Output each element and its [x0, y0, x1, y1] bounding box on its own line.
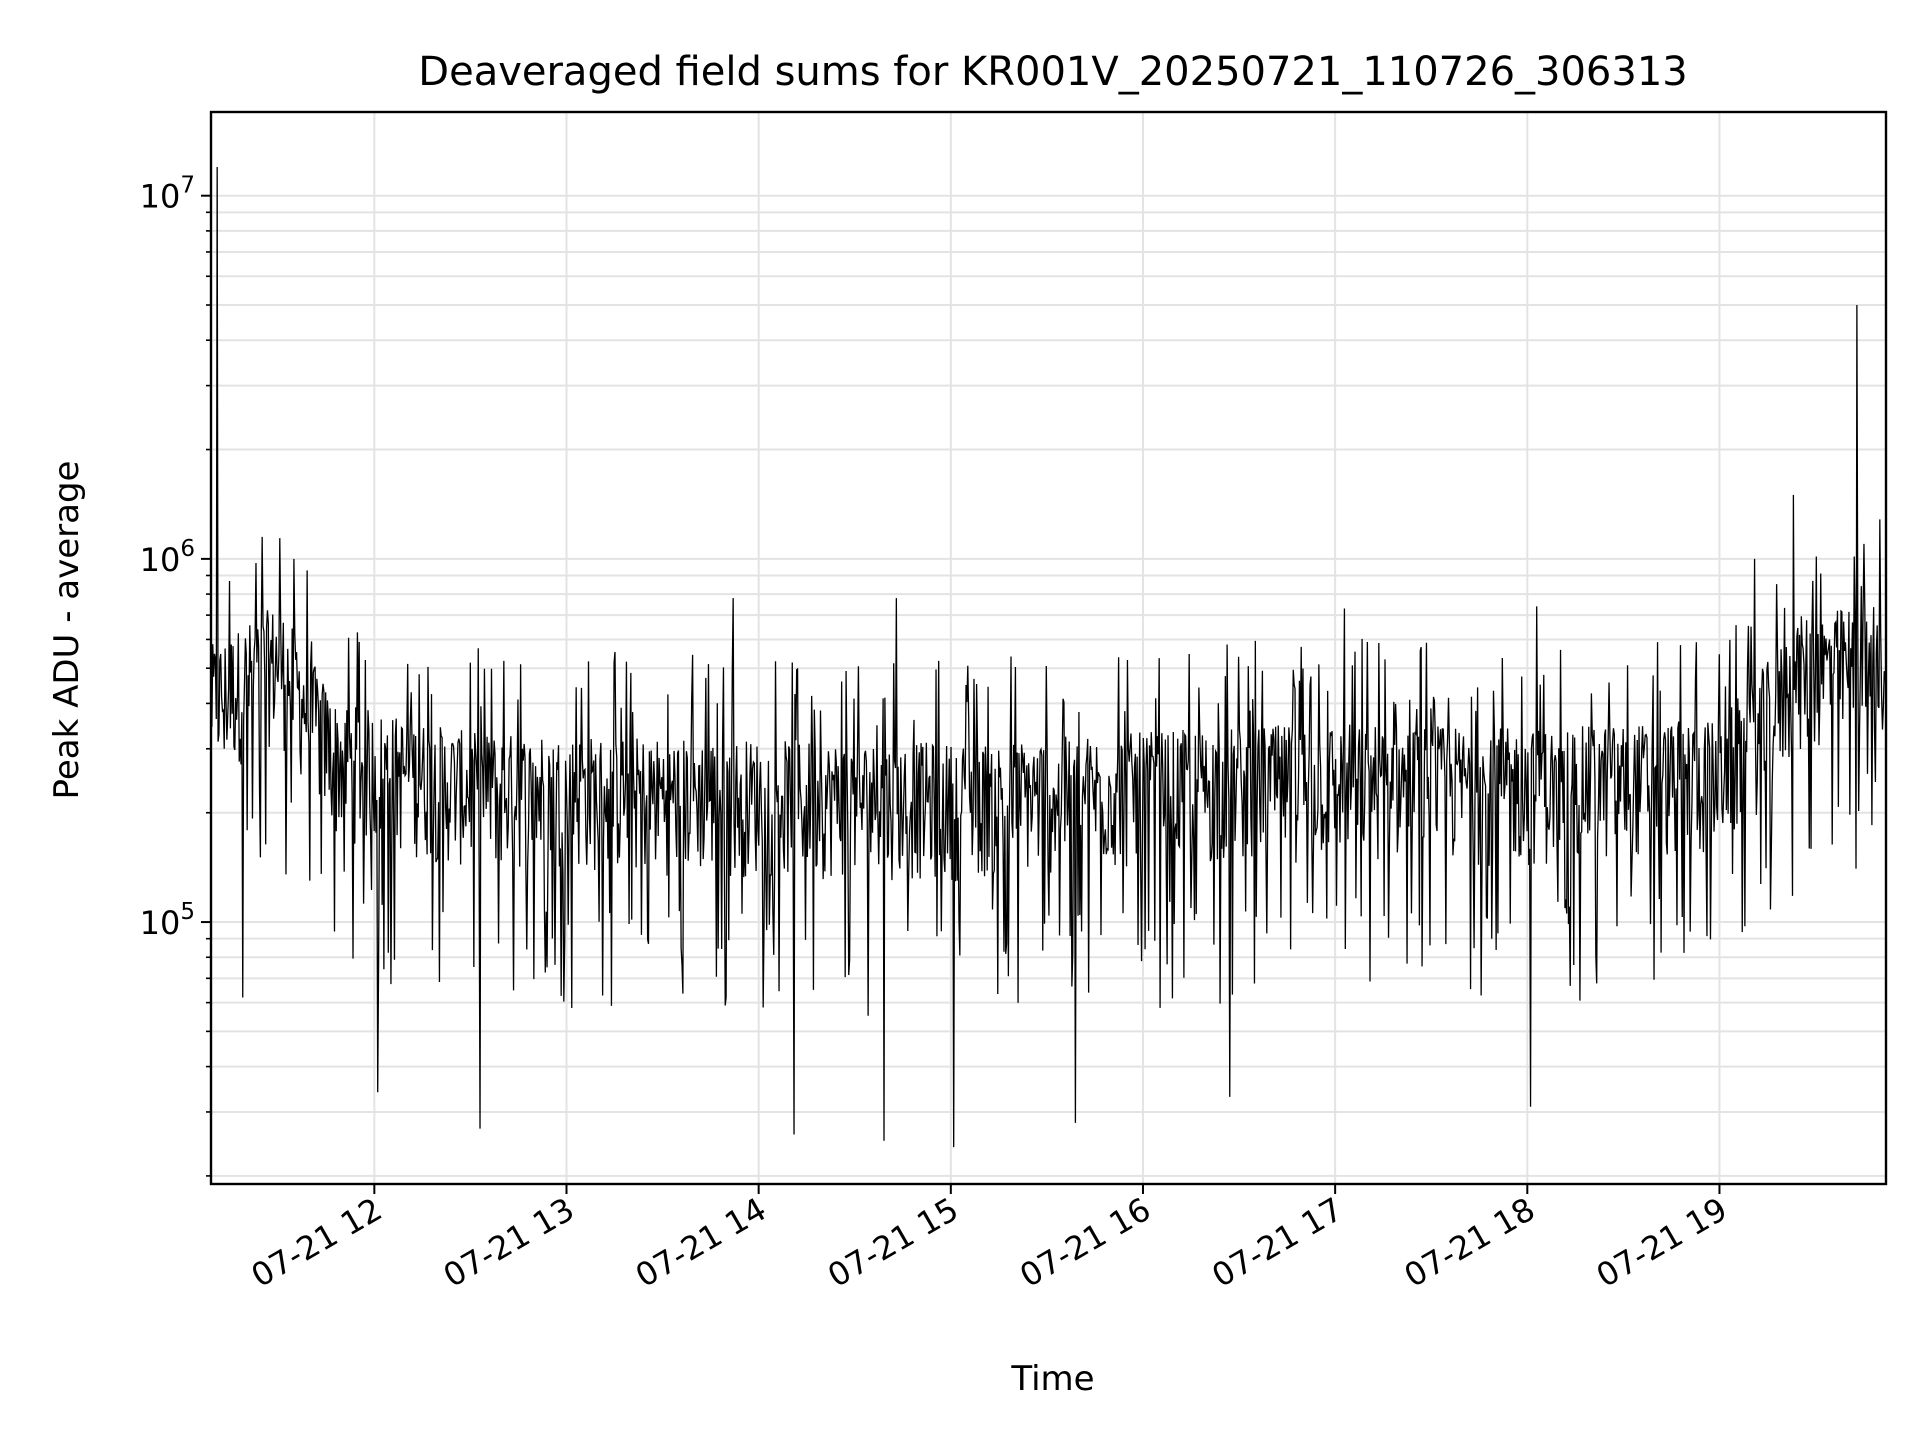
- x-axis-label: Time: [1010, 1359, 1094, 1399]
- y-tick-label: 106: [140, 536, 195, 579]
- chart-title: Deaveraged field sums for KR001V_2025072…: [418, 49, 1687, 95]
- series-line: [210, 166, 1887, 1148]
- y-tick-label: 107: [140, 173, 195, 216]
- y-tick-label: 105: [140, 899, 195, 942]
- y-axis-label: Peak ADU - average: [47, 461, 87, 800]
- series-polyline: [210, 166, 1887, 1148]
- plot-frame: [209, 110, 1888, 1186]
